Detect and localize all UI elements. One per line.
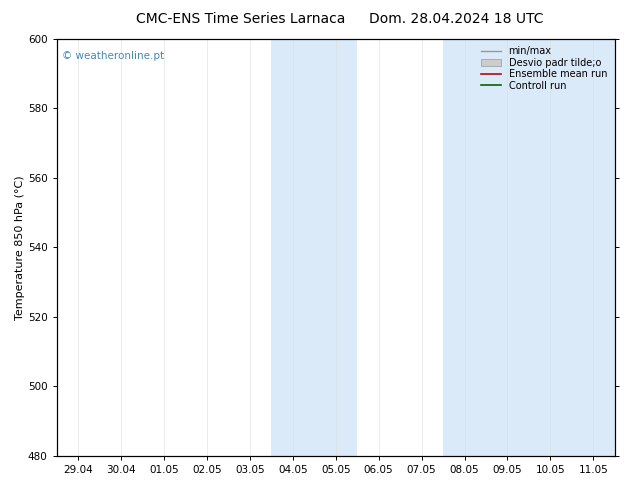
Text: © weatheronline.pt: © weatheronline.pt xyxy=(62,51,164,61)
Text: CMC-ENS Time Series Larnaca: CMC-ENS Time Series Larnaca xyxy=(136,12,346,26)
Legend: min/max, Desvio padr tilde;o, Ensemble mean run, Controll run: min/max, Desvio padr tilde;o, Ensemble m… xyxy=(479,44,610,94)
Y-axis label: Temperature 850 hPa (°C): Temperature 850 hPa (°C) xyxy=(15,175,25,319)
Bar xyxy=(271,39,357,456)
Bar xyxy=(443,39,615,456)
Text: Dom. 28.04.2024 18 UTC: Dom. 28.04.2024 18 UTC xyxy=(369,12,544,26)
